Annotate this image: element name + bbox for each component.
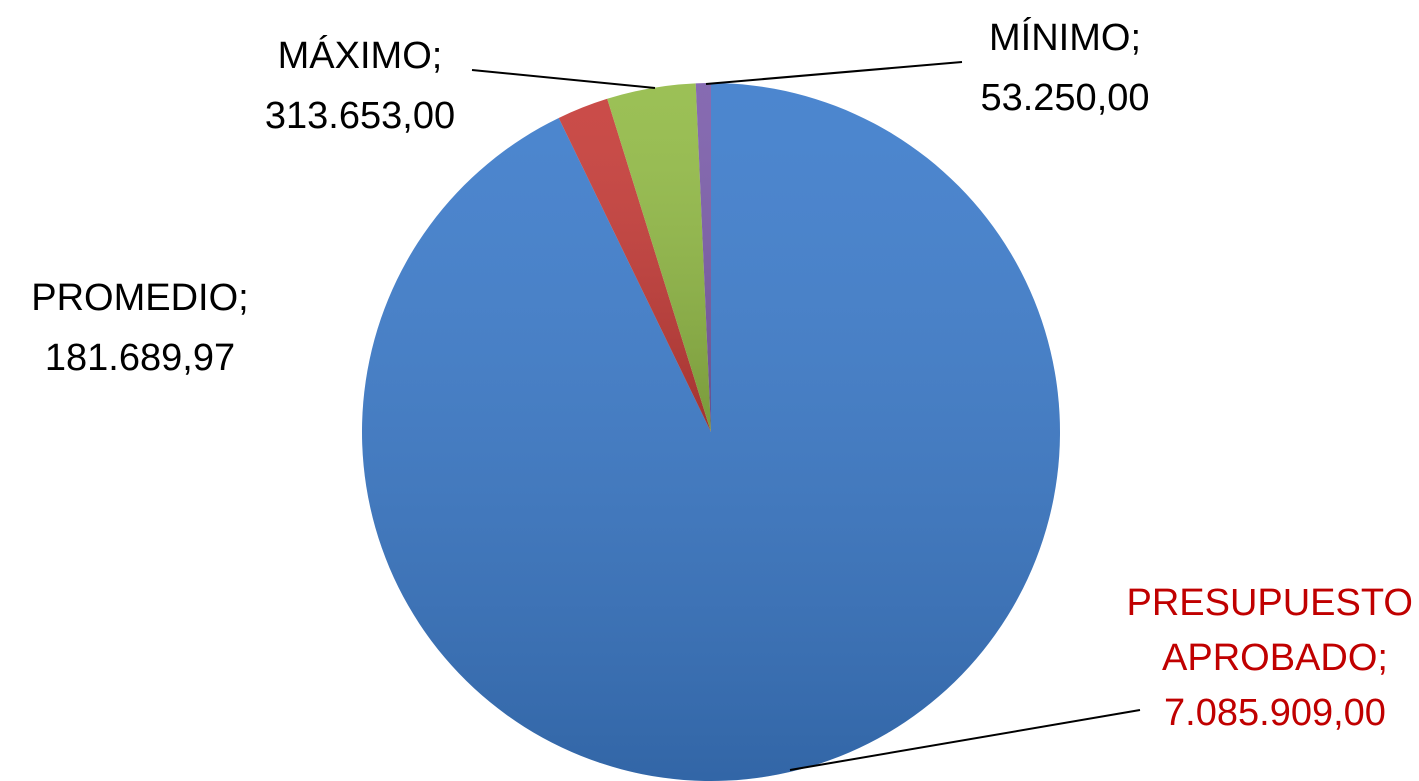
slice-shade <box>607 83 711 433</box>
slice-shade <box>695 83 711 432</box>
leader-line <box>471 69 656 89</box>
data-label-category: MÁXIMO <box>278 34 432 77</box>
label-separator: ; <box>238 277 249 319</box>
label-separator: ; <box>1377 637 1388 679</box>
label-separator: ; <box>432 35 443 77</box>
label-line: PROMEDIO <box>31 277 238 319</box>
data-label-value: 181.689,97 <box>45 337 235 379</box>
label-line: PRESUPUESTO <box>1126 582 1419 624</box>
data-label-value: 7.085.909,00 <box>1164 692 1386 734</box>
leader-line <box>789 709 1141 771</box>
label-line: APROBADO <box>1162 637 1377 679</box>
label-line: MÁXIMO <box>278 34 432 77</box>
data-label-category: MÍNIMO <box>989 16 1130 59</box>
label-line: MÍNIMO <box>989 16 1130 59</box>
leader-line <box>705 61 963 85</box>
label-separator: ; <box>1130 17 1141 59</box>
data-label-category: PROMEDIO <box>31 277 238 319</box>
data-label-category: PRESUPUESTO APROBADO <box>1126 582 1419 679</box>
data-label-value: 313.653,00 <box>265 95 455 137</box>
slice-shade <box>558 98 711 432</box>
data-label-value: 53.250,00 <box>980 77 1149 119</box>
